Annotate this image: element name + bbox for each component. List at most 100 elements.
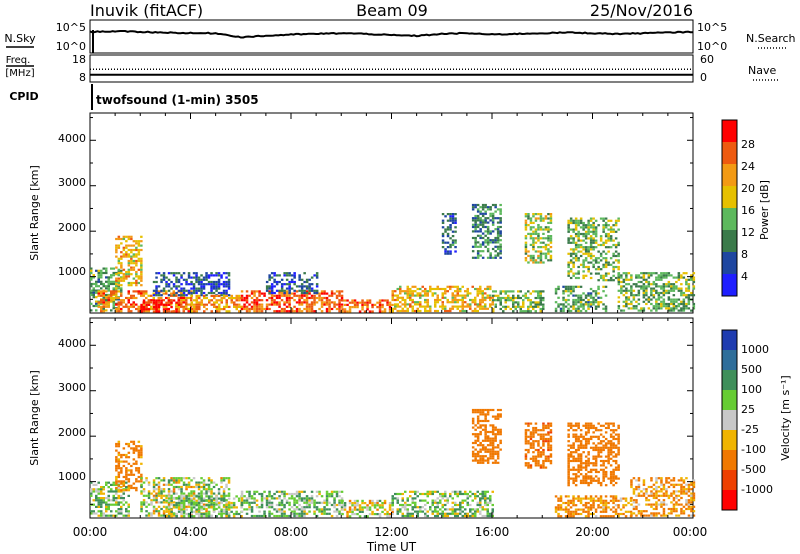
velocity-cell	[572, 501, 575, 505]
velocity-cell	[212, 508, 216, 511]
velocity-cell	[534, 459, 538, 463]
power-cell	[451, 292, 454, 295]
power-cell	[283, 283, 286, 286]
power-cell	[677, 309, 681, 312]
power-cell	[160, 280, 163, 284]
velocity-cell	[127, 480, 131, 483]
power-cell	[260, 310, 264, 313]
velocity-cell	[182, 477, 186, 480]
power-cell	[547, 230, 550, 233]
power-cell	[278, 296, 281, 300]
power-cell	[117, 277, 121, 280]
power-cell	[125, 275, 128, 278]
velocity-cell	[559, 497, 563, 500]
power-cell	[127, 299, 130, 302]
power-cell	[451, 235, 455, 238]
power-cell	[652, 294, 656, 297]
velocity-cell	[217, 492, 221, 495]
velocity-cell	[431, 510, 434, 513]
velocity-cell	[315, 495, 319, 498]
power-cell	[602, 217, 605, 220]
velocity-cell	[162, 499, 166, 502]
velocity-cell	[303, 499, 306, 502]
velocity-cell	[102, 492, 105, 495]
power-cell	[371, 306, 374, 309]
power-cell	[414, 303, 417, 306]
velocity-cell	[170, 501, 173, 504]
power-cell	[120, 237, 123, 241]
power-cell	[532, 241, 535, 244]
power-cell	[512, 310, 515, 313]
velocity-cell	[348, 515, 352, 518]
power-cell	[406, 294, 409, 297]
velocity-cell	[361, 499, 364, 502]
power-cell	[100, 307, 103, 311]
power-cell	[132, 240, 136, 243]
power-cell	[454, 239, 457, 242]
velocity-cell	[401, 499, 404, 502]
power-cell	[527, 296, 530, 300]
power-cell	[549, 219, 553, 222]
power-cell	[436, 296, 439, 299]
velocity-cell	[484, 497, 487, 500]
velocity-cell	[619, 512, 623, 516]
power-cell	[572, 298, 575, 302]
power-cell	[489, 303, 492, 306]
power-cell	[607, 228, 610, 231]
power-cell	[532, 230, 535, 233]
power-cell	[235, 294, 238, 297]
power-cell	[497, 296, 500, 300]
velocity-cell	[338, 499, 341, 502]
velocity-cell	[205, 510, 208, 513]
velocity-cell	[180, 490, 183, 493]
velocity-cell	[474, 492, 477, 496]
power-cell	[547, 221, 550, 224]
power-cell	[645, 280, 648, 284]
power-cell	[476, 294, 479, 297]
power-cell	[655, 278, 658, 281]
power-cell	[577, 246, 580, 249]
power-cell	[298, 301, 301, 304]
power-cell	[414, 290, 417, 293]
power-cell	[426, 292, 429, 295]
power-cell	[288, 285, 291, 288]
velocity-cell	[391, 497, 394, 500]
power-cell	[589, 239, 593, 242]
velocity-cell	[140, 501, 143, 504]
velocity-cell	[524, 422, 528, 425]
power-cell	[687, 283, 691, 286]
power-cell	[195, 274, 198, 277]
power-cell	[212, 285, 216, 288]
power-cell	[667, 296, 671, 299]
velocity-cell	[90, 490, 93, 493]
velocity-cell	[107, 499, 110, 502]
velocity-cell	[491, 457, 495, 460]
power-cell	[446, 235, 450, 238]
power-cell	[195, 276, 198, 279]
velocity-cell	[205, 504, 208, 507]
power-cell	[117, 262, 121, 265]
power-cell	[137, 292, 140, 295]
velocity-cell	[479, 441, 482, 445]
power-cell	[517, 303, 520, 306]
power-cell	[182, 299, 185, 302]
power-cell	[300, 283, 304, 286]
velocity-cell	[112, 497, 115, 500]
velocity-cell	[227, 515, 231, 518]
velocity-cell	[275, 510, 279, 513]
velocity-cell	[202, 492, 206, 495]
power-cell	[260, 299, 264, 302]
velocity-cell	[491, 433, 495, 436]
power-cell	[647, 283, 651, 286]
power-cell	[253, 292, 256, 295]
power-cell	[584, 259, 588, 262]
power-cell	[366, 306, 369, 309]
power-cell	[539, 301, 542, 304]
power-cell	[479, 290, 482, 293]
power-cell	[132, 290, 135, 293]
power-cell	[137, 307, 140, 311]
velocity-cell	[406, 499, 409, 502]
power-cell	[288, 301, 291, 304]
velocity-cell	[587, 462, 590, 465]
velocity-cell	[92, 512, 95, 515]
